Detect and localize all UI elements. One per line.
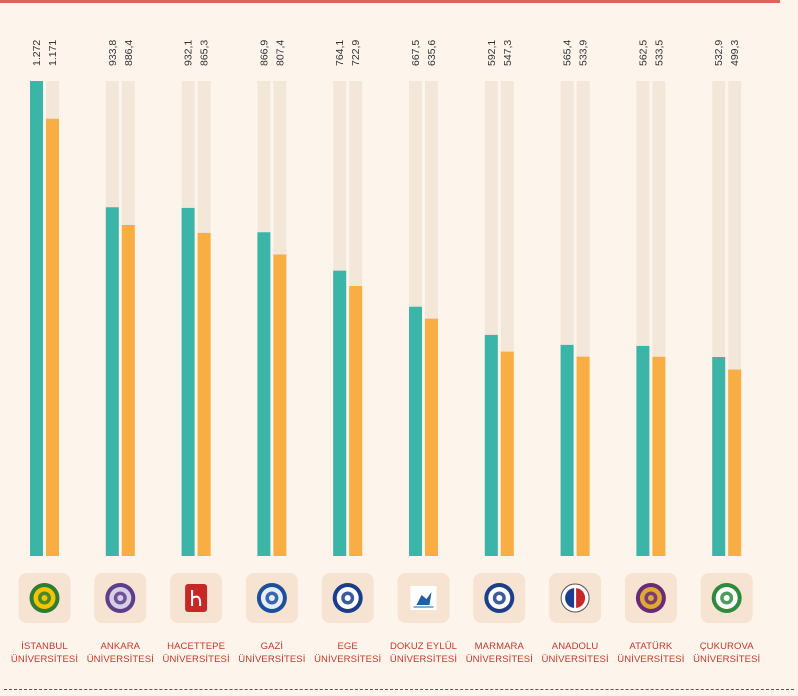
dokuz-eylul-logo-icon (410, 586, 437, 610)
category-suffix: ÜNİVERSİTESİ (541, 654, 609, 665)
data-label: 932,1 (183, 40, 195, 66)
top-divider (0, 0, 780, 3)
bar-series-2 (576, 356, 590, 556)
category-name: İSTANBUL (21, 641, 68, 652)
category-suffix: ÜNİVERSİTESİ (465, 654, 533, 665)
bottom-divider (4, 689, 794, 690)
bar-series-2 (273, 254, 287, 556)
category-suffix: ÜNİVERSİTESİ (693, 654, 761, 665)
category-label: DOKUZ EYLÜL ÜNİVERSİTESİ (386, 640, 462, 666)
category-name: ATATÜRK (629, 641, 673, 652)
istanbul-logo-icon (29, 583, 60, 613)
data-label: 565,4 (562, 40, 574, 66)
data-label: 532,9 (713, 40, 725, 66)
bar-series-2 (349, 286, 363, 556)
category-label: HACETTEPE ÜNİVERSİTESİ (158, 640, 234, 666)
category-name: DOKUZ EYLÜL (389, 641, 458, 652)
bar-series-2 (46, 118, 59, 557)
bar-series-1 (105, 207, 119, 556)
data-label: 667,5 (410, 40, 422, 66)
category-name: ANADOLU (551, 641, 599, 652)
data-label: 865,3 (199, 40, 211, 66)
bar-series-2 (425, 318, 438, 556)
category-label: ANADOLU ÜNİVERSİTESİ (537, 640, 613, 666)
category-name: GAZİ (260, 641, 284, 652)
bar-series-1 (181, 207, 195, 556)
category-name: HACETTEPE (167, 641, 226, 652)
data-label: 592,1 (486, 40, 498, 66)
bar-series-1 (712, 357, 726, 556)
data-label: 866,9 (258, 40, 270, 66)
bar-series-2 (728, 369, 742, 556)
category-name: ÇUKUROVA (699, 641, 754, 652)
anadolu-logo-icon (560, 583, 590, 613)
data-label: 499,3 (729, 40, 741, 66)
data-label: 1.171 (47, 40, 59, 66)
bar-series-1 (636, 345, 650, 556)
bar-series-2 (652, 356, 666, 556)
data-label: 807,4 (274, 40, 286, 66)
data-label: 547,3 (502, 40, 514, 66)
bar-series-2 (121, 224, 135, 556)
bar-series-1 (257, 232, 271, 556)
cukurova-logo-icon (711, 583, 742, 613)
bar-series-1 (409, 306, 422, 556)
bar-series-2 (500, 351, 514, 556)
bar-series-1 (484, 334, 498, 556)
category-label: MARMARA ÜNİVERSİTESİ (461, 640, 537, 666)
data-label: 933,8 (107, 40, 119, 66)
category-suffix: ÜNİVERSİTESİ (86, 654, 154, 665)
data-label: 533,9 (578, 40, 590, 66)
hacettepe-logo-icon (185, 584, 208, 612)
data-label: 1.272 (31, 40, 43, 66)
category-name: ANKARA (100, 641, 141, 652)
bar-series-1 (333, 270, 347, 556)
ataturk-logo-icon (635, 583, 666, 613)
bar-series-2 (197, 232, 211, 556)
data-label: 722,9 (350, 40, 362, 66)
category-label: EGE ÜNİVERSİTESİ (310, 640, 386, 666)
category-label: GAZİ ÜNİVERSİTESİ (234, 640, 310, 666)
category-label: ANKARA ÜNİVERSİTESİ (82, 640, 158, 666)
ege-logo-icon (332, 583, 363, 613)
category-suffix: ÜNİVERSİTESİ (314, 654, 382, 665)
category-label: ÇUKUROVA ÜNİVERSİTESİ (689, 640, 765, 666)
data-label: 635,6 (426, 40, 438, 66)
bar-series-1 (30, 81, 43, 556)
bar-series-1 (560, 344, 574, 556)
category-suffix: ÜNİVERSİTESİ (238, 654, 306, 665)
category-name: MARMARA (474, 641, 524, 652)
category-label: ATATÜRK ÜNİVERSİTESİ (613, 640, 689, 666)
category-suffix: ÜNİVERSİTESİ (162, 654, 230, 665)
category-suffix: ÜNİVERSİTESİ (617, 654, 685, 665)
gazi-logo-icon (256, 583, 287, 613)
category-suffix: ÜNİVERSİTESİ (10, 654, 79, 665)
data-label: 886,4 (123, 40, 135, 66)
data-label: 533,5 (653, 40, 665, 66)
data-label: 562,5 (637, 40, 649, 66)
data-label: 764,1 (334, 40, 346, 66)
category-label: İSTANBUL ÜNİVERSİTESİ (7, 640, 83, 666)
ankara-logo-icon (105, 583, 136, 613)
category-suffix: ÜNİVERSİTESİ (389, 654, 458, 665)
category-name: EGE (337, 641, 358, 652)
marmara-logo-icon (484, 583, 515, 613)
